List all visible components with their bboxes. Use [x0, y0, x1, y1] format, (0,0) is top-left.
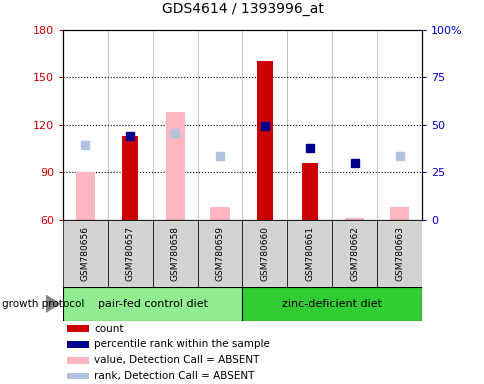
- Polygon shape: [46, 295, 60, 313]
- Bar: [197, 220, 242, 287]
- Text: GSM780662: GSM780662: [349, 227, 359, 281]
- Bar: [302, 163, 317, 220]
- Bar: [107, 220, 152, 287]
- Bar: [389, 207, 408, 220]
- Bar: [332, 220, 376, 287]
- Text: GSM780658: GSM780658: [170, 227, 180, 281]
- Bar: [76, 172, 95, 220]
- Text: GSM780661: GSM780661: [304, 227, 314, 281]
- Bar: [63, 287, 242, 321]
- Text: GDS4614 / 1393996_at: GDS4614 / 1393996_at: [161, 2, 323, 16]
- Bar: [242, 287, 421, 321]
- Bar: [210, 207, 229, 220]
- Text: GSM780663: GSM780663: [394, 227, 403, 281]
- Text: count: count: [94, 324, 123, 334]
- Text: rank, Detection Call = ABSENT: rank, Detection Call = ABSENT: [94, 371, 254, 381]
- Bar: [344, 218, 363, 220]
- Bar: [287, 220, 332, 287]
- Text: zinc-deficient diet: zinc-deficient diet: [282, 299, 381, 309]
- Bar: [63, 220, 107, 287]
- Text: value, Detection Call = ABSENT: value, Detection Call = ABSENT: [94, 355, 259, 365]
- Text: percentile rank within the sample: percentile rank within the sample: [94, 339, 270, 349]
- Text: growth protocol: growth protocol: [2, 299, 85, 309]
- Bar: [66, 373, 89, 379]
- Text: GSM780659: GSM780659: [215, 227, 224, 281]
- Text: GSM780657: GSM780657: [125, 227, 135, 281]
- Bar: [376, 220, 421, 287]
- Bar: [66, 341, 89, 348]
- Bar: [152, 220, 197, 287]
- Bar: [122, 136, 138, 220]
- Text: pair-fed control diet: pair-fed control diet: [98, 299, 207, 309]
- Text: GSM780660: GSM780660: [260, 227, 269, 281]
- Bar: [165, 112, 184, 220]
- Bar: [257, 61, 272, 220]
- Bar: [66, 325, 89, 332]
- Text: GSM780656: GSM780656: [81, 227, 90, 281]
- Bar: [242, 220, 287, 287]
- Bar: [66, 357, 89, 364]
